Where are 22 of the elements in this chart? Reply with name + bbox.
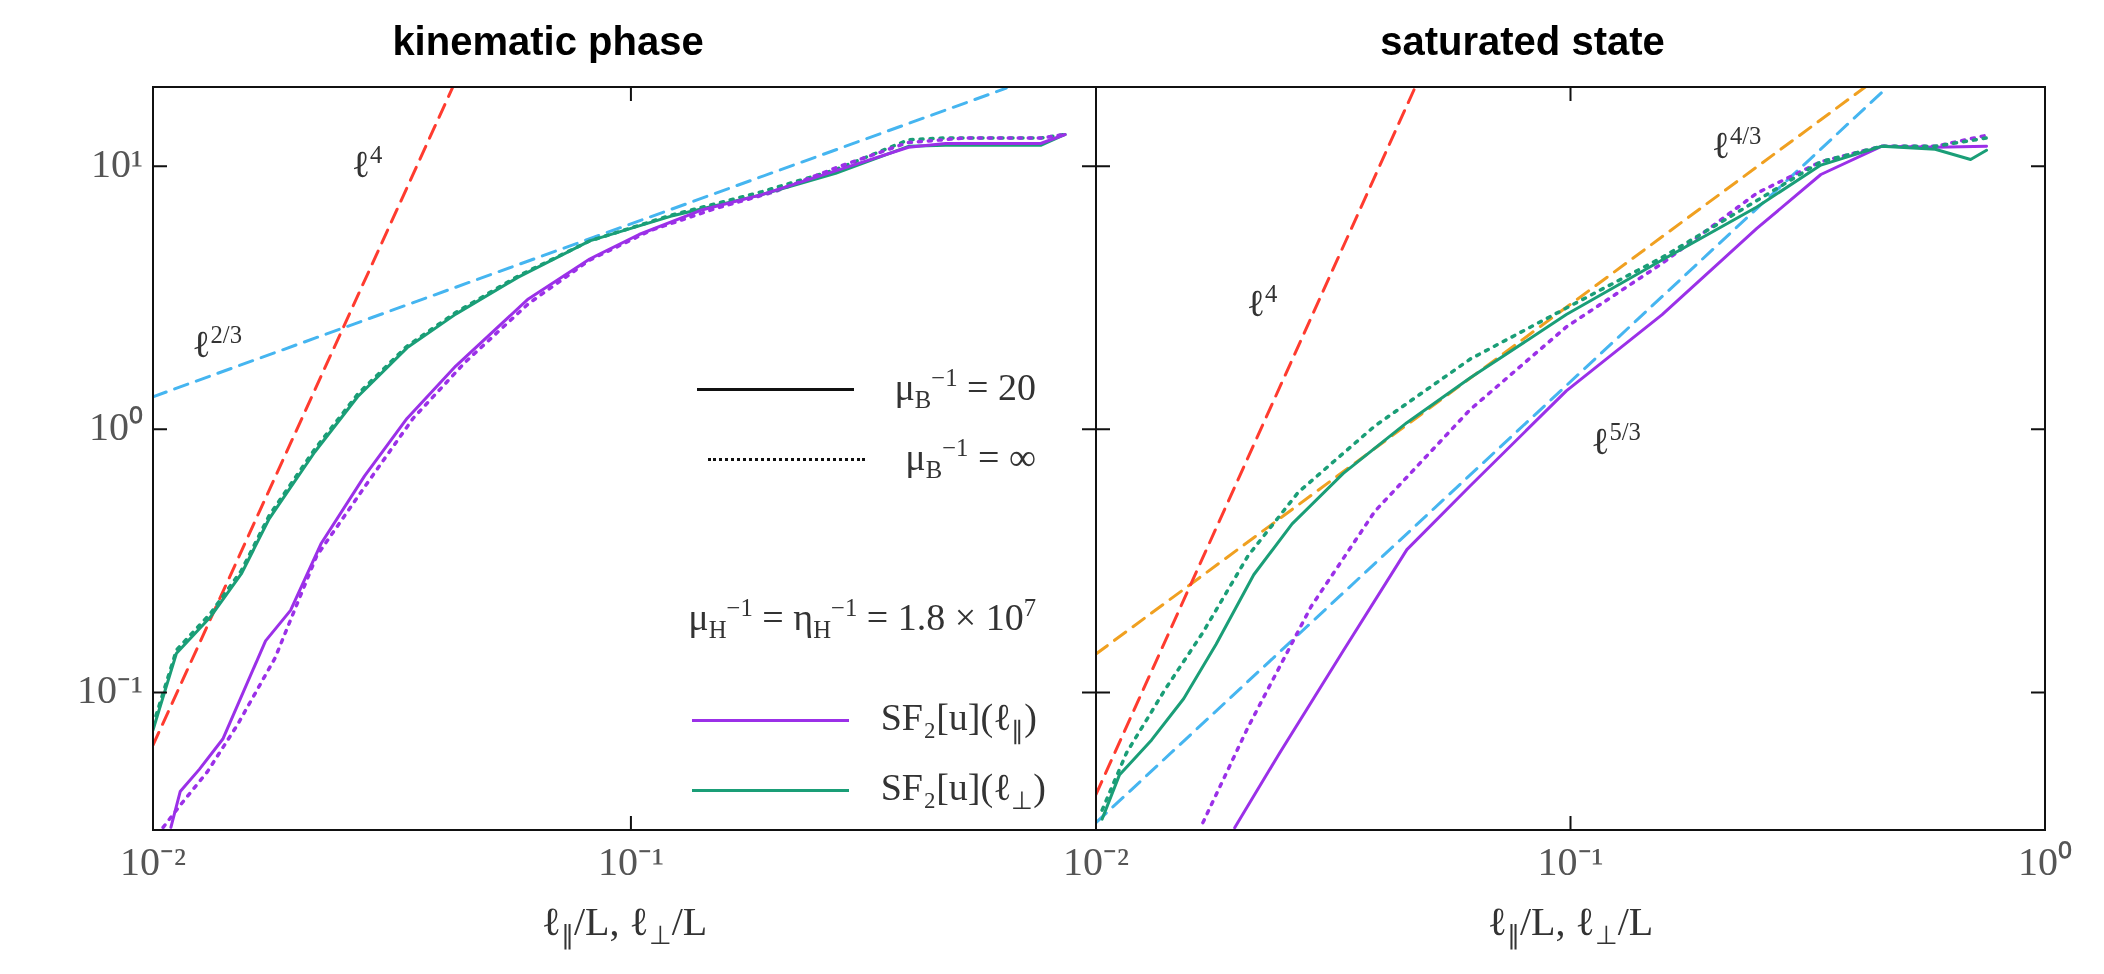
annotation: ℓ$^{2/3}$ xyxy=(192,321,242,366)
x-axis-title: ℓ$_{∥}$/L, ℓ$_{⊥}$/L xyxy=(1487,898,1654,951)
x-tick-label: 10⁻¹ xyxy=(597,838,664,884)
annotation: μ$_{B}$$^{−1}$ = ∞ xyxy=(905,434,1036,484)
annotation: μ$_{H}$$^{−1}$ = η$_{H}$$^{−1}$ = 1.8 × 10$^{7}$ xyxy=(688,593,1036,644)
x-tick-label: 10⁻¹ xyxy=(1537,838,1604,884)
x-axis-title: ℓ$_{∥}$/L, ℓ$_{⊥}$/L xyxy=(541,898,708,951)
legend-label: SF₂[u](ℓ$_{∥}$) xyxy=(880,695,1037,745)
annotation: ℓ$^{4}$ xyxy=(351,140,383,185)
y-tick-label: 10¹ xyxy=(91,140,143,186)
x-tick-label: 10⁻² xyxy=(120,838,186,884)
y-tick-label: 10⁰ xyxy=(89,403,143,449)
x-tick-label: 10⁻² xyxy=(1063,838,1129,884)
chart-title: kinematic phase xyxy=(392,19,704,64)
annotation: ℓ$^{4/3}$ xyxy=(1711,122,1762,167)
annotation: μ$_{B}$$^{−1}$ = 20 xyxy=(894,363,1036,413)
x-tick-label: 10⁰ xyxy=(2018,838,2072,884)
y-tick-label: 10⁻¹ xyxy=(77,666,143,712)
annotation: ℓ$^{4}$ xyxy=(1246,280,1278,325)
annotation: ℓ$^{5/3}$ xyxy=(1591,418,1641,462)
chart-title: saturated state xyxy=(1380,19,1665,64)
legend-label: SF₂[u](ℓ$_{⊥}$) xyxy=(880,765,1046,815)
